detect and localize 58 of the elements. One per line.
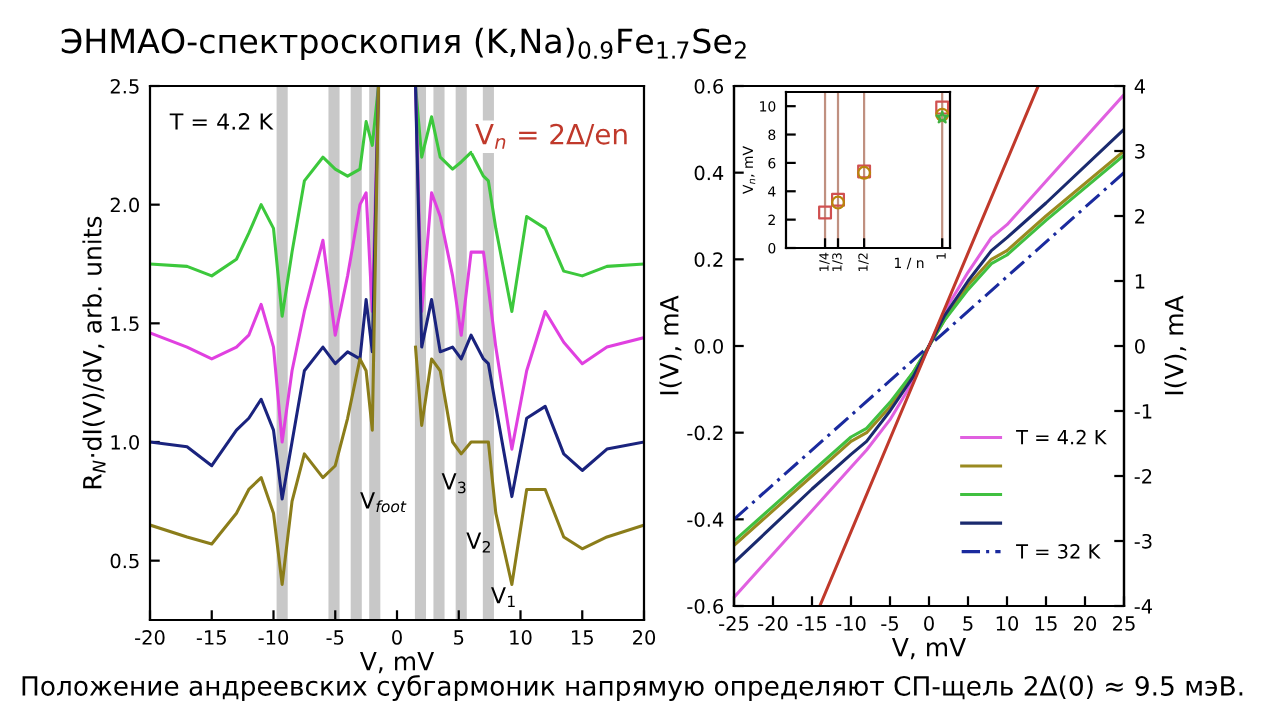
y2-tick-label: 1 — [1135, 274, 1145, 289]
x-tick-label: 20 — [1074, 616, 1097, 631]
chart-title: ЭНМАО-спектроскопия (K,Na)$_{0.9}$Fe$_{1.7}$Se$_{2}$ — [61, 27, 746, 61]
annotation: T = 4.2 K — [169, 113, 274, 130]
annotation: V$_{3}$ — [441, 473, 466, 494]
x-axis-title: V, mV — [891, 638, 967, 660]
y-tick-label: -0.4 — [687, 512, 724, 527]
x-tick-label: -15 — [797, 616, 827, 631]
x-tick-label: -20 — [758, 616, 788, 631]
y-tick-label: 0.0 — [694, 338, 723, 354]
x-tick-label: 20 — [633, 630, 656, 645]
y-tick-label: -0.6 — [687, 598, 724, 614]
x-tick-label: -20 — [135, 630, 165, 645]
y2-tick-label: -3 — [1134, 533, 1152, 549]
y-tick-label: 2.0 — [110, 197, 139, 213]
y-tick-label: 0.2 — [694, 252, 723, 267]
x-tick-label: 5 — [963, 616, 973, 631]
y-tick-label: 0.6 — [694, 78, 724, 94]
x-axis-title: V, mV — [359, 652, 435, 674]
y-tick-label: 1.5 — [111, 316, 139, 331]
y2-tick-label: 2 — [1135, 208, 1145, 224]
y-tick-label: 0.4 — [694, 165, 724, 181]
y-tick-label: -0.2 — [687, 425, 723, 441]
annotation: V$_{n}$ = 2Δ/en — [475, 123, 627, 149]
y-tick-label: 2.5 — [110, 78, 139, 94]
x-tick-label: 10 — [996, 616, 1019, 631]
x-tick-label: -5 — [881, 616, 898, 631]
legend-label: T = 32 K — [1016, 544, 1101, 559]
x-tick-label: 25 — [1113, 616, 1135, 631]
annotation: V$_{1}$ — [491, 587, 515, 608]
x-tick-label: 10 — [510, 630, 532, 645]
y2-tick-label: 3 — [1135, 143, 1145, 159]
x-tick-label: -5 — [326, 630, 344, 645]
y-axis-title: R$_{N}$·dI(V)/dV, arb. units — [82, 216, 106, 489]
x-tick-label: 15 — [1035, 616, 1057, 631]
y2-tick-label: -1 — [1134, 404, 1152, 419]
y-tick-label: 1.0 — [111, 434, 139, 450]
x-tick-label: -15 — [196, 630, 226, 645]
y2-axis-title: I(V), mA — [1164, 295, 1187, 395]
x-tick-label: 0 — [392, 630, 402, 645]
x-tick-label: 15 — [572, 630, 593, 645]
x-tick-label: 0 — [924, 616, 934, 631]
x-tick-label: -10 — [258, 630, 289, 645]
point — [935, 100, 950, 115]
text: Положение андреевских субгармоник напрямую определяют СП-щель 2Δ(0) ≈ 9.5 мэВ. — [22, 675, 1243, 701]
x-tick-label: -25 — [719, 616, 749, 631]
y-tick-label: 0.5 — [110, 553, 139, 569]
y-axis-title: I(V), mA — [659, 295, 682, 395]
y2-tick-label: 4 — [1134, 79, 1145, 94]
y2-tick-label: -4 — [1134, 599, 1153, 614]
y2-tick-label: 0 — [1135, 338, 1145, 354]
point — [818, 205, 833, 220]
x-tick-label: 5 — [454, 630, 464, 645]
y2-tick-label: -2 — [1134, 468, 1152, 484]
annotation: V$_{2}$ — [466, 532, 490, 553]
annotation: V$_{foot}$ — [360, 492, 407, 513]
legend-label: T = 4.2 K — [1016, 429, 1107, 445]
x-tick-label: -10 — [836, 616, 866, 631]
